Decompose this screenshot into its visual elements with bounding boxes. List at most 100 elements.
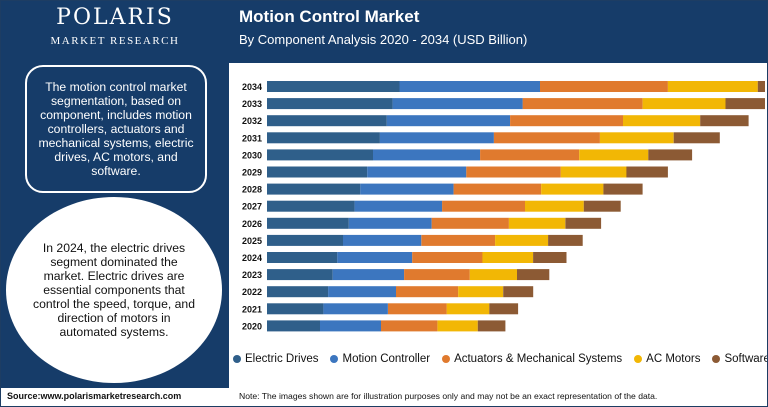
bar-segment [757, 81, 765, 92]
bar-segment [541, 183, 604, 195]
bar-segment [348, 217, 432, 229]
bar-segment [267, 81, 400, 92]
legend-label: Actuators & Mechanical Systems [454, 353, 623, 365]
bar-segment [480, 149, 580, 161]
bar-segment [386, 115, 511, 127]
bar-segment [332, 269, 405, 281]
bar-segment [404, 269, 470, 281]
bar-segment [323, 303, 388, 315]
note-text: Note: The images shown are for illustrat… [239, 391, 658, 401]
brand-logo: POLARIS [56, 5, 174, 30]
year-tick-label: 2023 [242, 270, 262, 280]
legend-swatch [330, 355, 339, 363]
segmentation-text: The motion control market segmentation, … [38, 80, 194, 178]
segmentation-box: The motion control market segmentation, … [25, 65, 207, 193]
bar-segment [626, 166, 668, 178]
bar-segment [583, 200, 621, 212]
highlight-text: In 2024, the electric drives segment dom… [33, 241, 195, 339]
bar-segment [495, 234, 549, 246]
bar-segment [267, 166, 368, 178]
bar-segment [267, 200, 355, 212]
bar-segment [469, 269, 517, 281]
bar-segment [565, 217, 602, 229]
legend-label: Software [724, 353, 768, 365]
legend-label: Motion Controller [342, 353, 431, 365]
year-tick-label: 2021 [242, 304, 262, 314]
bar-segment [379, 132, 494, 144]
bar-segment [673, 132, 720, 144]
legend-label: AC Motors [646, 353, 701, 365]
legend-swatch [442, 355, 451, 363]
bar-segment [522, 98, 643, 110]
bar-segment [446, 303, 490, 315]
bar-segment [267, 303, 324, 315]
legend-item: Motion Controller [330, 353, 430, 365]
year-tick-label: 2022 [242, 287, 262, 297]
bar-segment [328, 286, 397, 298]
year-tick-label: 2027 [242, 202, 262, 212]
bar-segment [337, 252, 413, 263]
bar-segment [493, 132, 600, 144]
bar-segment [648, 149, 693, 161]
bar-segment [548, 234, 583, 246]
bar-segment [267, 149, 373, 161]
bar-segment [437, 320, 478, 332]
bar-segment [267, 286, 329, 298]
header-band [229, 1, 767, 63]
bar-segment [399, 81, 540, 92]
bar-segment [267, 98, 393, 110]
bar-segment [642, 98, 726, 110]
bar-segment [700, 115, 749, 127]
bar-segment [725, 98, 765, 110]
year-tick-label: 2024 [242, 253, 262, 263]
bar-segment [517, 269, 550, 281]
bar-segment [381, 320, 438, 332]
bar-segment [540, 81, 668, 92]
bar-segment [599, 132, 674, 144]
year-tick-label: 2033 [242, 99, 262, 109]
bar-segment [667, 81, 758, 92]
bar-segment [482, 252, 534, 263]
source-text: Source:www.polarismarketresearch.com [7, 391, 182, 401]
year-tick-label: 2030 [242, 150, 262, 160]
legend-swatch [233, 355, 241, 363]
year-tick-label: 2025 [242, 236, 262, 246]
legend-label: Electric Drives [245, 353, 319, 365]
year-tick-label: 2028 [242, 185, 262, 195]
bar-segment [533, 252, 567, 263]
legend-swatch [634, 355, 643, 363]
brand-tagline: MARKET RESEARCH [50, 35, 180, 47]
bar-segment [388, 303, 447, 315]
bar-segment [267, 234, 343, 246]
bar-segment [503, 286, 534, 298]
bar-segment [267, 183, 361, 195]
year-tick-label: 2031 [242, 133, 262, 143]
bar-segment [525, 200, 584, 212]
bar-segment [392, 98, 523, 110]
chart-subtitle: By Component Analysis 2020 - 2034 (USD B… [239, 32, 528, 47]
bar-segment [458, 286, 504, 298]
bar-segment [354, 200, 443, 212]
chart-legend: Electric Drives Motion Controller Actuator… [233, 353, 767, 365]
legend-item: Actuators & Mechanical Systems [442, 353, 622, 365]
bar-segment [421, 234, 496, 246]
year-tick-label: 2029 [242, 168, 262, 178]
bar-segment [267, 115, 387, 127]
bar-segment [466, 166, 561, 178]
chart-title: Motion Control Market [239, 7, 420, 26]
year-tick-label: 2026 [242, 219, 262, 229]
bar-segment [560, 166, 627, 178]
bar-segment [267, 217, 349, 229]
year-tick-label: 2020 [242, 321, 262, 331]
legend-swatch [712, 355, 721, 363]
legend-item: Electric Drives [233, 353, 318, 365]
bar-segment [367, 166, 467, 178]
bar-segment [343, 234, 422, 246]
highlight-circle: In 2024, the electric drives segment dom… [6, 197, 222, 383]
bar-segment [412, 252, 483, 263]
year-tick-label: 2032 [242, 116, 262, 126]
bar-segment [373, 149, 481, 161]
bar-segment [477, 320, 506, 332]
bar-segment [267, 320, 320, 332]
